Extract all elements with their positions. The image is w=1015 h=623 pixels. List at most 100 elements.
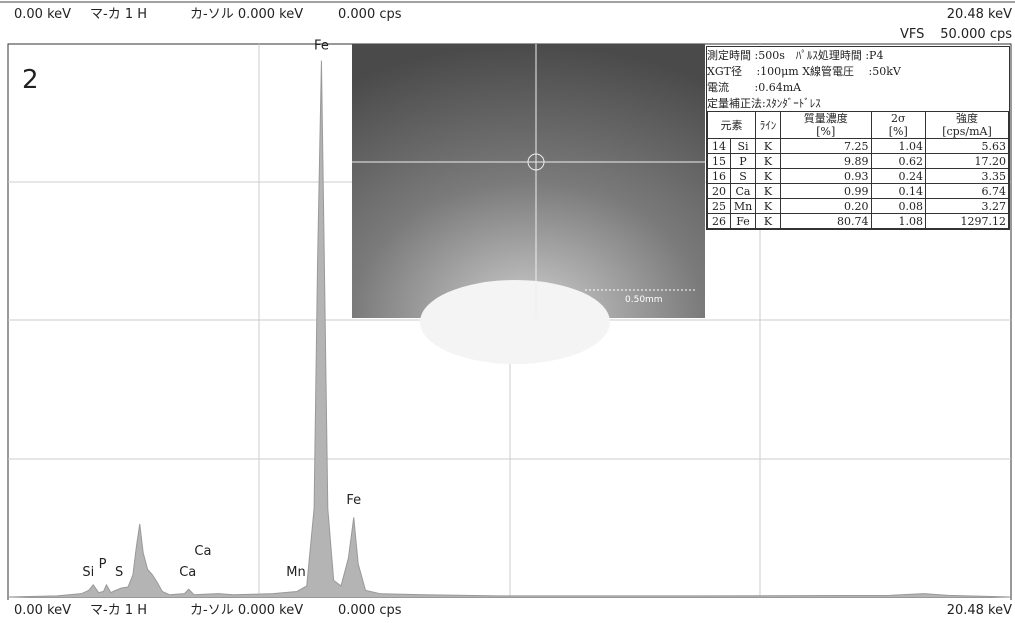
peak-label: Fe	[314, 39, 329, 54]
info-line: 電流 :0.64mA	[707, 81, 802, 94]
cell-text: ﾗｲﾝ	[759, 118, 777, 132]
table-cell: 0.62	[870, 153, 926, 169]
cell-text: 5.63	[981, 139, 1007, 153]
status-text: 0.00 keV	[14, 7, 71, 22]
cell-text: 20	[712, 184, 726, 198]
x-tick-label: 0.00 keV	[14, 603, 71, 618]
cell-text: K	[763, 169, 773, 183]
table-cell: 16	[707, 168, 731, 184]
inset-image: 0.50mm	[352, 44, 705, 364]
table-cell: K	[755, 168, 781, 184]
table-cell: 0.24	[870, 168, 926, 184]
peak-label: Ca	[179, 565, 196, 580]
table-row: 16 S K 0.93 0.24 3.35	[707, 168, 1009, 184]
cell-text: 元素	[720, 118, 743, 132]
cell-text: 0.93	[844, 169, 869, 183]
cell-text: 25	[712, 199, 726, 213]
table-cell: 20	[707, 183, 731, 199]
peak-label: Si	[82, 565, 94, 580]
info-line: 測定時間 :500s ﾊﾟﾙｽ処理時間 :P4	[707, 49, 884, 62]
table-cell: 6.74	[925, 183, 1009, 199]
cell-text: 質量濃度	[803, 112, 848, 125]
table-row: 25 Mn K 0.20 0.08 3.27	[707, 198, 1009, 214]
table-cell: 1.08	[870, 213, 926, 229]
table-cell: 17.20	[925, 153, 1009, 169]
cell-text: Mn	[733, 199, 753, 213]
cell-text: K	[763, 139, 773, 153]
table-cell: 0.20	[780, 198, 872, 214]
cell-text: 0.08	[898, 199, 924, 213]
peak-label: Mn	[286, 565, 305, 580]
peak-label: S	[115, 565, 123, 580]
header-cell: 元素	[707, 111, 756, 139]
peak-label: P	[99, 557, 107, 572]
table-cell: 14	[707, 138, 731, 154]
table-cell: 0.08	[870, 198, 926, 214]
table-cell: 0.99	[780, 183, 872, 199]
cell-text: Si	[737, 139, 749, 153]
cell-text: K	[763, 214, 773, 228]
cell-text: 14	[712, 139, 726, 153]
cell-text: 26	[712, 214, 726, 228]
table-cell: K	[755, 138, 781, 154]
table-cell: K	[755, 213, 781, 229]
cell-text: K	[763, 184, 773, 198]
table-cell: 5.63	[925, 138, 1009, 154]
info-line: XGT径 :100μm X線管電圧 :50kV	[707, 65, 901, 78]
table-cell: 15	[707, 153, 731, 169]
info-line: 定量補正法:ｽﾀﾝﾀﾞｰﾄﾞﾚｽ	[707, 97, 821, 110]
results-panel: 測定時間 :500s ﾊﾟﾙｽ処理時間 :P4 XGT径 :100μm X線管電圧…	[706, 46, 1010, 230]
cell-text: 0.99	[844, 184, 869, 198]
cell-text: 3.35	[981, 169, 1007, 183]
table-cell: 3.27	[925, 198, 1009, 214]
header-cell: 質量濃度 [%]	[780, 111, 872, 139]
cell-text: K	[763, 199, 773, 213]
status-text: カ-ソル 0.000 keV	[190, 7, 303, 22]
table-cell: 0.93	[780, 168, 872, 184]
table-cell: 7.25	[780, 138, 872, 154]
table-cell: S	[730, 168, 756, 184]
status-text: 0.000 cps	[338, 603, 402, 618]
table-row: 14 Si K 7.25 1.04 5.63	[707, 138, 1009, 154]
table-cell: 3.35	[925, 168, 1009, 184]
cell-text: 17.20	[974, 154, 1007, 168]
table-cell: Fe	[730, 213, 756, 229]
header-cell: 強度 [cps/mA]	[925, 111, 1009, 139]
cell-text: 0.20	[844, 199, 869, 213]
cell-text: 15	[712, 154, 726, 168]
table-cell: Mn	[730, 198, 756, 214]
peak-label: Ca	[194, 544, 211, 559]
table-cell: Ca	[730, 183, 756, 199]
header-cell: 2σ [%]	[870, 111, 926, 139]
cell-text: 6.74	[981, 184, 1007, 198]
status-text: マ-カ 1 H	[90, 7, 147, 22]
table-cell: 1.04	[870, 138, 926, 154]
cell-text: S	[739, 169, 747, 183]
status-text: 0.000 cps	[338, 7, 402, 22]
cell-text: 0.24	[898, 169, 924, 183]
cell-text: 1.08	[898, 214, 924, 228]
table-cell: P	[730, 153, 756, 169]
table-cell: 0.14	[870, 183, 926, 199]
table-cell: 80.74	[780, 213, 872, 229]
status-text: VFS	[900, 27, 924, 42]
status-text: 20.48 keV	[947, 7, 1012, 22]
table-cell: 1297.12	[925, 213, 1009, 229]
cell-text: 7.25	[844, 139, 869, 153]
cell-text: P	[739, 154, 747, 168]
cell-text: 2σ	[890, 112, 906, 125]
table-cell: 25	[707, 198, 731, 214]
table-cell: K	[755, 183, 781, 199]
cell-text: 80.74	[837, 214, 869, 228]
panel-number: 2	[22, 65, 39, 95]
table-row: 15 P K 9.89 0.62 17.20	[707, 153, 1009, 169]
scale-label: 0.50mm	[625, 295, 663, 305]
results-table: 元素 ﾗｲﾝ 質量濃度 [%] 2σ [%] 強度 [cps/mA] 14 Si K 7.25 1.04…	[707, 111, 1009, 229]
header-row: 元素 ﾗｲﾝ 質量濃度 [%] 2σ [%] 強度 [cps/mA]	[707, 111, 1009, 139]
status-text: カ-ソル 0.000 keV	[190, 603, 303, 618]
x-tick-label: 20.48 keV	[947, 603, 1012, 618]
unit: [%]	[888, 125, 908, 138]
header-cell: ﾗｲﾝ	[755, 111, 781, 139]
peak-label: Fe	[346, 493, 361, 508]
